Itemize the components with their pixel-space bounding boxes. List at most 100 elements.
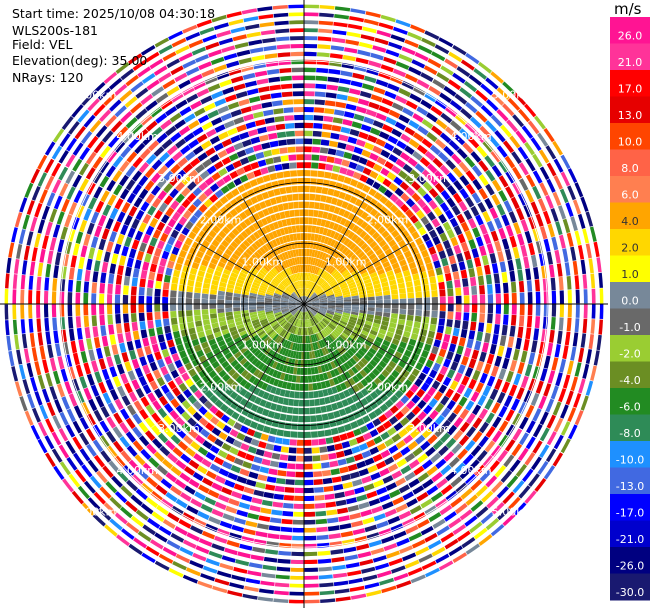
ppi-cell — [310, 178, 317, 185]
ppi-cell — [246, 236, 254, 245]
ppi-cell — [177, 304, 185, 311]
ppi-cell — [471, 349, 480, 360]
ppi-cell — [448, 343, 457, 353]
ppi-cell — [126, 404, 137, 416]
ppi-cell — [95, 125, 108, 138]
ppi-cell — [242, 251, 251, 259]
ppi-cell — [274, 335, 281, 343]
ppi-cell — [253, 251, 262, 259]
ppi-cell — [201, 298, 209, 304]
ppi-cell — [389, 257, 398, 265]
ppi-cell — [538, 395, 547, 410]
ppi-cell — [128, 205, 138, 217]
ppi-cell — [266, 251, 274, 259]
ppi-cell — [261, 572, 276, 579]
ppi-cell — [479, 372, 488, 384]
ppi-cell — [248, 562, 263, 569]
ppi-cell — [308, 319, 312, 327]
colorbar-tick-label: 21.0 — [618, 56, 643, 69]
range-ring-label: 1.00km — [242, 255, 284, 268]
ppi-cell — [54, 399, 63, 413]
ppi-cell — [116, 126, 129, 139]
ppi-cell — [249, 366, 257, 375]
ppi-cell — [355, 262, 364, 269]
ppi-cell — [110, 120, 123, 133]
ppi-cell — [101, 335, 109, 347]
ppi-cell — [72, 352, 80, 366]
ppi-cell — [210, 215, 219, 224]
ppi-cell — [86, 182, 96, 195]
ppi-cell — [346, 31, 361, 38]
ppi-cell — [585, 243, 592, 259]
ppi-cell — [344, 554, 359, 561]
ppi-cell — [286, 314, 293, 321]
ppi-cell — [326, 237, 333, 246]
ppi-cell — [524, 490, 537, 504]
ppi-cell — [345, 276, 354, 283]
ppi-cell — [289, 390, 295, 398]
ppi-cell — [106, 150, 118, 163]
colorbar-tick-label: -8.0 — [619, 427, 640, 440]
ppi-cell — [431, 471, 443, 483]
ppi-cell — [372, 145, 383, 155]
ppi-cell — [530, 201, 540, 215]
ppi-cell — [543, 383, 552, 397]
ppi-cell — [292, 527, 304, 533]
ppi-cell — [323, 253, 329, 262]
ppi-cell — [162, 289, 169, 297]
ppi-cell — [369, 170, 379, 180]
ppi-cell — [261, 217, 268, 226]
ppi-cell — [341, 201, 349, 209]
ppi-cell — [358, 41, 373, 49]
ppi-cell — [292, 407, 299, 415]
ppi-cell — [566, 360, 574, 375]
ppi-cell — [239, 330, 247, 337]
ppi-cell — [416, 422, 427, 433]
ppi-cell — [264, 366, 272, 375]
ppi-cell — [239, 425, 249, 434]
ppi-cell — [344, 380, 352, 389]
ppi-cell — [314, 315, 321, 322]
ppi-cell — [582, 228, 590, 244]
ppi-cell — [484, 264, 491, 275]
ppi-cell — [178, 125, 191, 136]
ppi-cell — [454, 319, 461, 329]
ppi-cell — [145, 51, 160, 63]
ppi-cell — [370, 472, 381, 481]
ppi-cell — [458, 396, 468, 407]
ppi-cell — [338, 280, 347, 286]
ppi-cell — [280, 271, 287, 279]
ppi-cell — [114, 455, 126, 468]
ppi-cell — [119, 90, 133, 102]
ppi-cell — [257, 238, 265, 246]
ppi-cell — [202, 158, 213, 169]
ppi-cell — [120, 146, 132, 158]
ppi-cell — [88, 398, 98, 412]
ppi-cell — [284, 348, 290, 357]
ppi-cell — [418, 226, 427, 236]
ppi-cell — [261, 142, 271, 150]
ppi-cell — [112, 184, 123, 196]
ppi-cell — [266, 312, 274, 317]
ppi-cell — [291, 293, 298, 299]
ppi-cell — [409, 504, 423, 515]
ppi-cell — [453, 404, 463, 415]
ppi-cell — [274, 265, 281, 273]
ppi-cell — [84, 269, 91, 282]
ppi-cell — [346, 349, 355, 357]
ppi-cell — [490, 71, 504, 84]
ppi-cell — [398, 428, 409, 438]
ppi-cell — [229, 446, 239, 456]
ppi-cell — [299, 311, 302, 320]
ppi-cell — [221, 360, 230, 369]
ppi-cell — [335, 327, 343, 334]
ppi-cell — [491, 480, 504, 494]
field-label: Field: VEL — [12, 37, 73, 52]
ppi-cell — [463, 80, 478, 93]
ppi-cell — [237, 415, 246, 424]
ppi-cell — [172, 387, 181, 397]
ppi-cell — [165, 207, 175, 217]
ppi-cell — [246, 171, 255, 180]
ppi-cell — [374, 315, 382, 321]
ppi-cell — [354, 363, 362, 372]
